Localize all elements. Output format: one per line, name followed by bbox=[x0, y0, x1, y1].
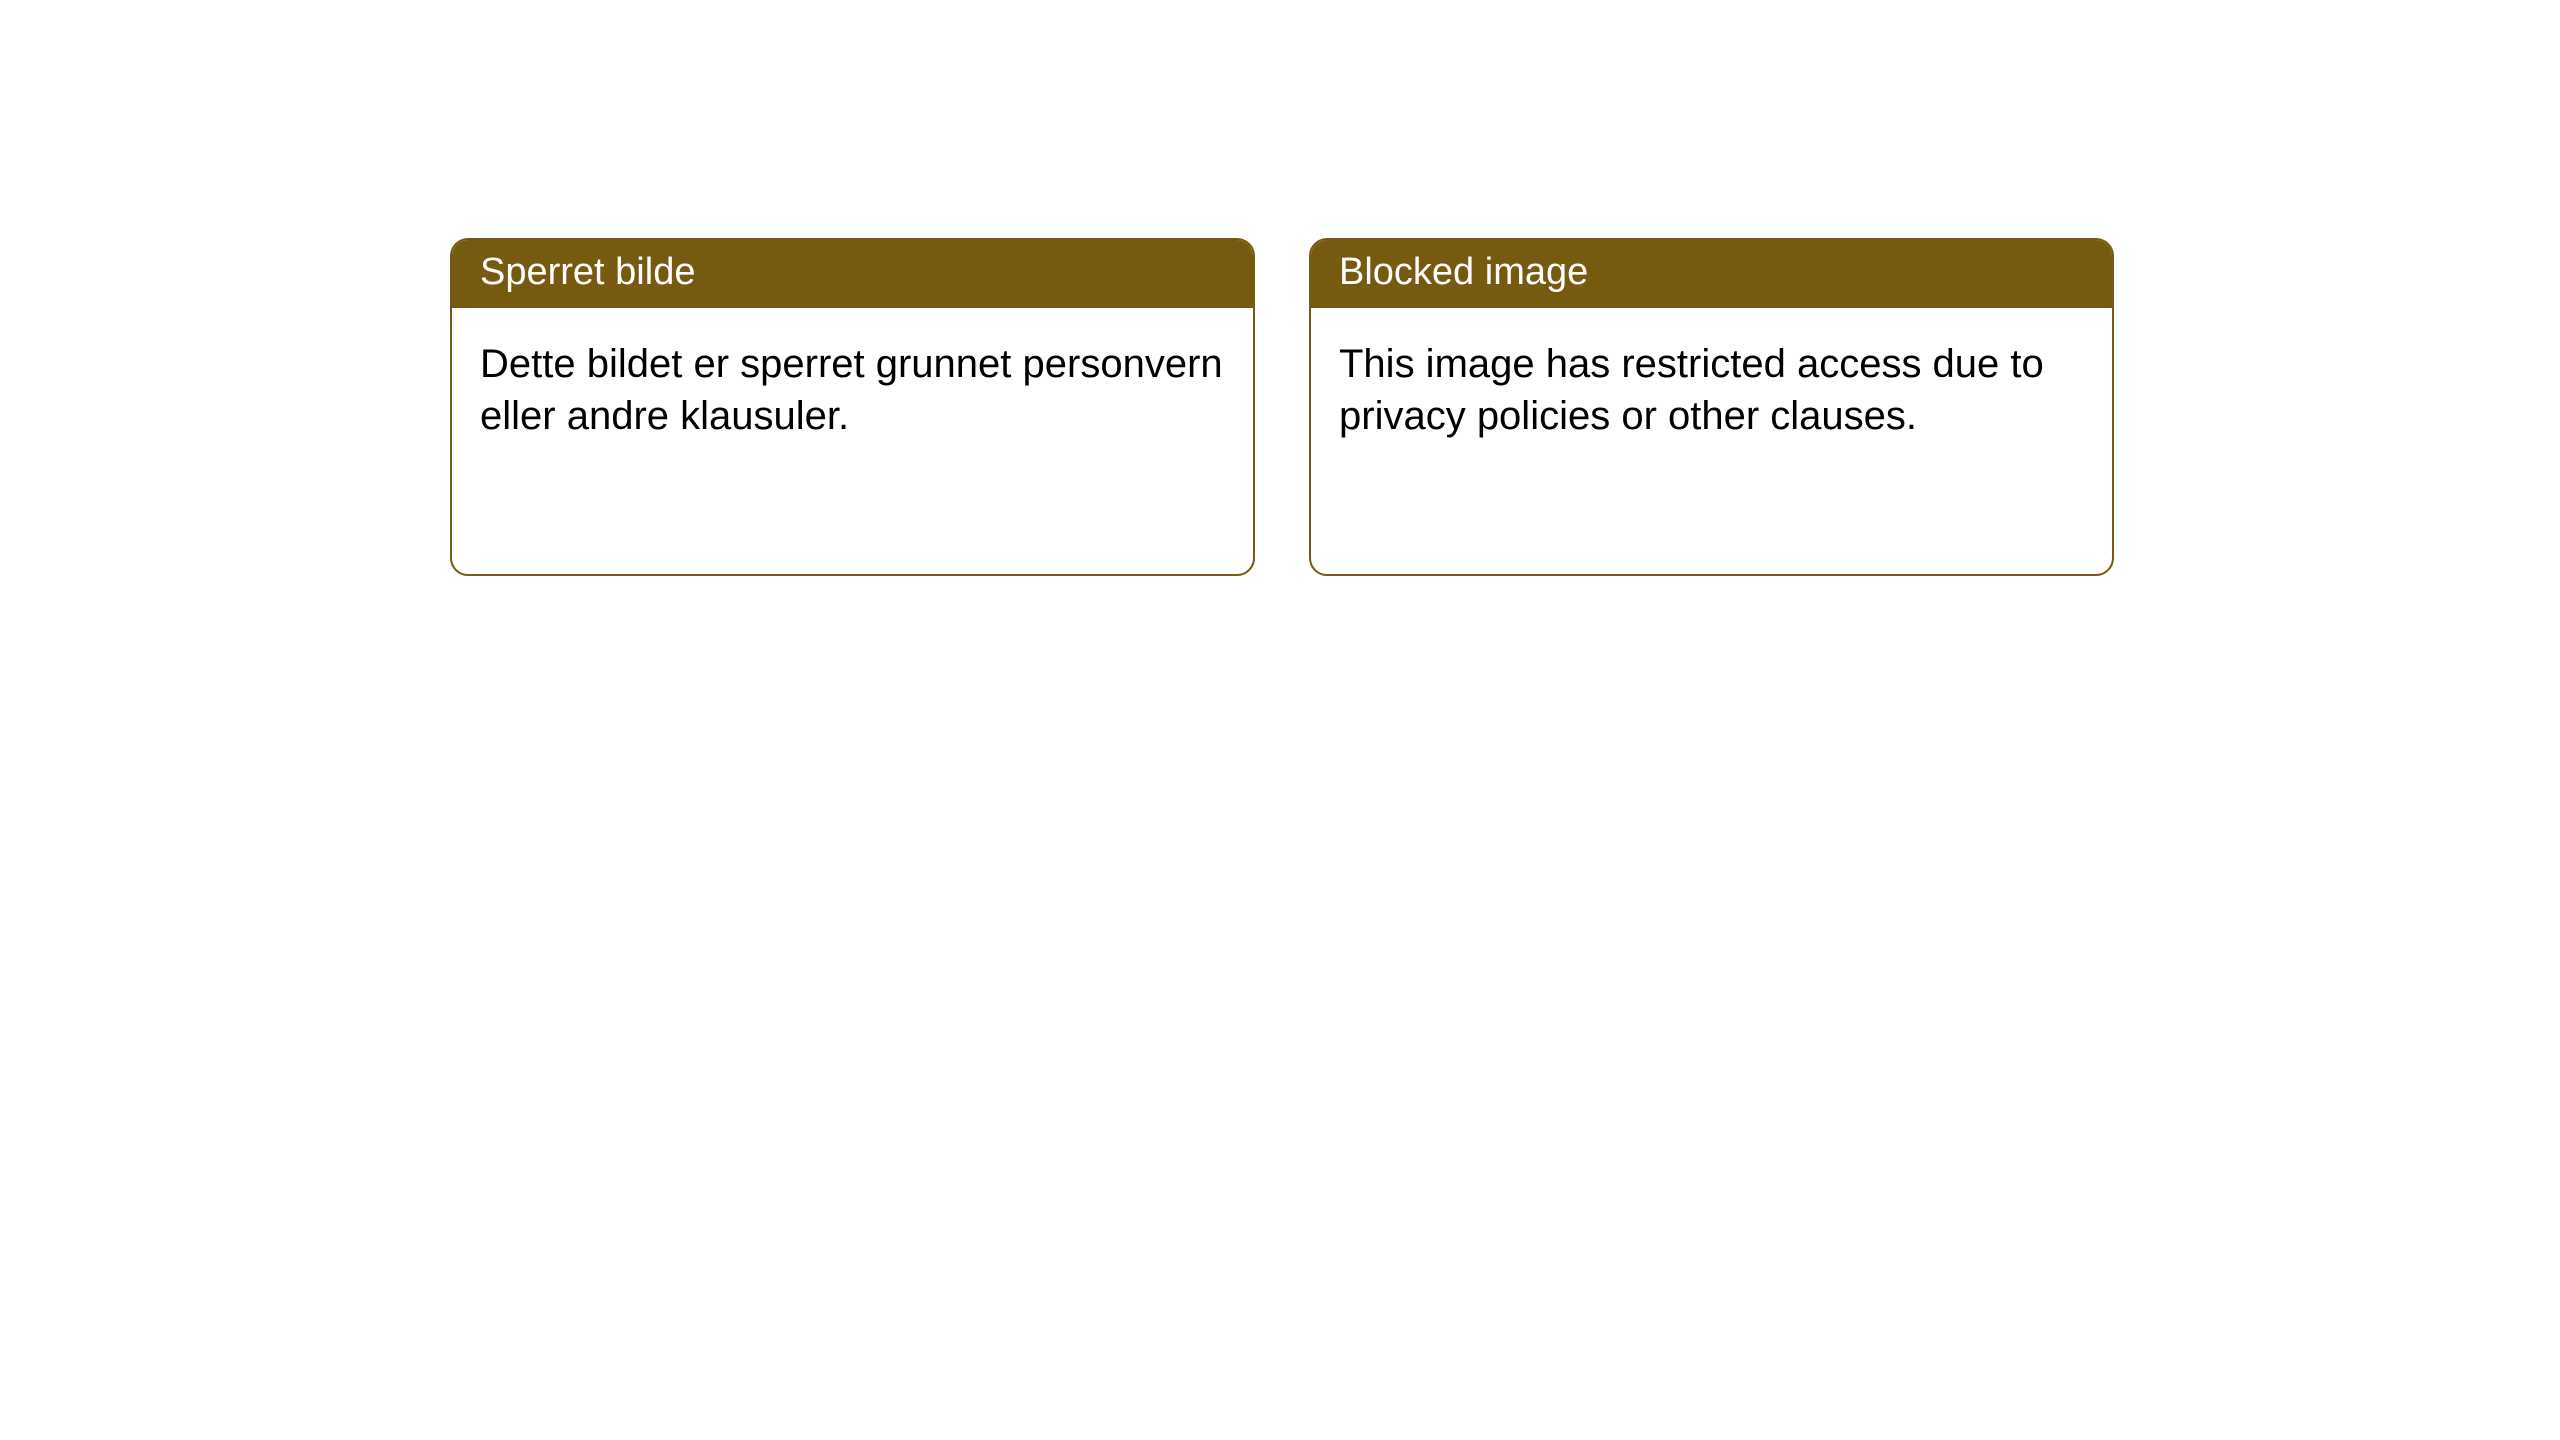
card-body-en: This image has restricted access due to … bbox=[1311, 308, 2112, 472]
blocked-image-card-en: Blocked image This image has restricted … bbox=[1309, 238, 2114, 576]
notice-cards-container: Sperret bilde Dette bildet er sperret gr… bbox=[0, 0, 2560, 576]
card-header-en: Blocked image bbox=[1311, 240, 2112, 308]
card-header-no: Sperret bilde bbox=[452, 240, 1253, 308]
card-body-no: Dette bildet er sperret grunnet personve… bbox=[452, 308, 1253, 472]
blocked-image-card-no: Sperret bilde Dette bildet er sperret gr… bbox=[450, 238, 1255, 576]
